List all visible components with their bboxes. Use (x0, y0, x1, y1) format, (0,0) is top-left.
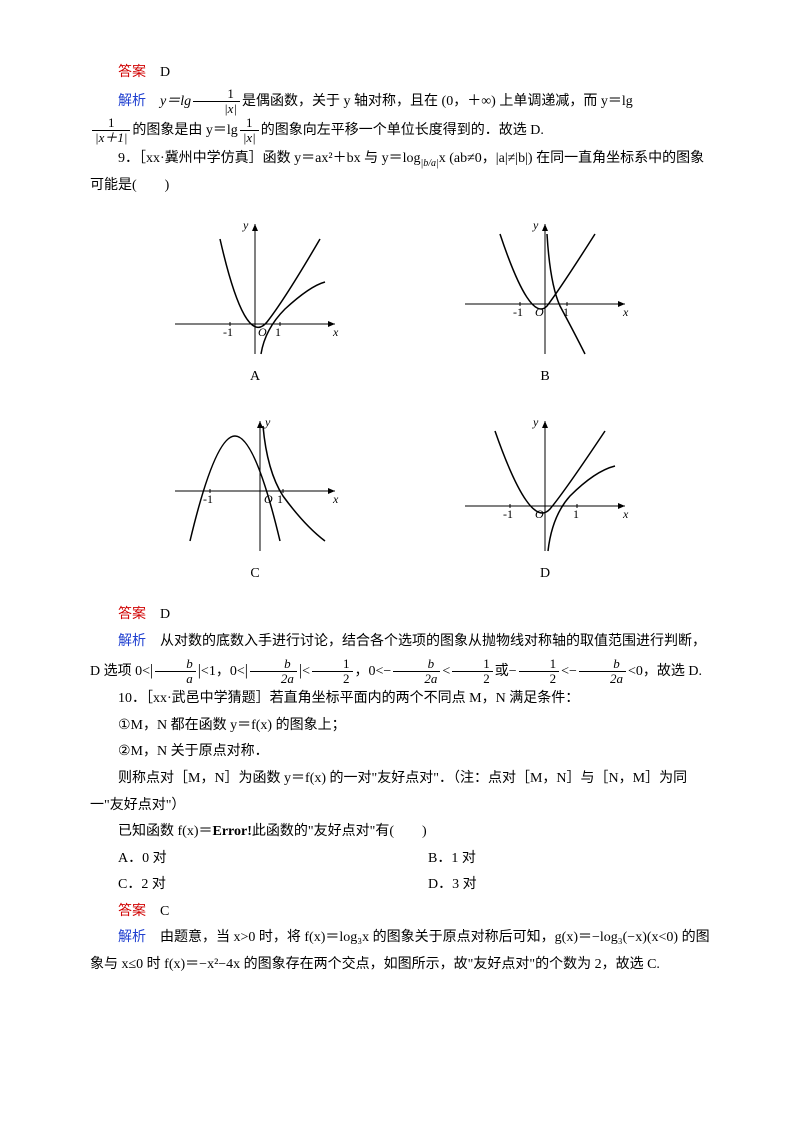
fig-B: x y O -1 1 B (420, 214, 670, 391)
analysis-label: 解析 (118, 930, 146, 945)
f5: 12 (452, 657, 493, 687)
frac-2: 1|x＋1| (92, 116, 130, 146)
q10-text: 10．［xx·武邑中学猜题］若直角坐标平面内的两个不同点 M，N 满足条件： (90, 686, 710, 713)
analysis-label: 解析 (118, 634, 146, 649)
block1-answer: 答案 D (90, 60, 710, 87)
answer-value: D (160, 607, 170, 622)
fig-A: x y O -1 1 A (130, 214, 380, 391)
f3: 12 (312, 657, 353, 687)
svg-text:x: x (622, 305, 629, 319)
q10-c3: 则称点对［M，N］为函数 y＝f(x) 的一对"友好点对"．（注：点对［M，N］… (90, 766, 710, 819)
fig-D: x y O -1 1 D (420, 411, 670, 588)
f6: 12 (519, 657, 560, 687)
q10-analysis: 解析 由题意，当 x>0 时，将 f(x)＝log₃x 的图象关于原点对称后可知… (90, 925, 710, 978)
q10-answer: 答案 C (90, 899, 710, 926)
opt-A: A．0 对 (90, 846, 400, 873)
svg-text:O: O (535, 507, 544, 521)
analysis-mid: 是偶函数，关于 y 轴对称，且在 (0，＋∞) 上单调递减，而 y＝lg (242, 94, 633, 109)
answer-label: 答案 (118, 65, 146, 80)
f2: b2a (250, 657, 297, 687)
q10-c1: ①M，N 都在函数 y＝f(x) 的图象上； (90, 713, 710, 740)
frac-3: 1|x| (240, 116, 259, 146)
svg-text:-1: -1 (503, 507, 513, 521)
frac-1: 1|x| (193, 87, 240, 117)
svg-text:y: y (264, 415, 271, 429)
q9-analysis-1: 解析 从对数的底数入手进行讨论，结合各个选项的图象从抛物线对称轴的取值范围进行判… (90, 629, 710, 686)
svg-text:y: y (242, 218, 249, 232)
analysis-pre: y＝lg (160, 94, 191, 109)
opt-C: C．2 对 (90, 872, 400, 899)
svg-text:x: x (332, 325, 339, 339)
opt-D: D．3 对 (400, 872, 710, 899)
q9-text: 9．［xx·冀州中学仿真］函数 y＝ax²＋bx 与 y＝log|b/a|x (… (90, 146, 710, 199)
q9-subscript: |b/a| (420, 158, 438, 169)
svg-text:y: y (532, 415, 539, 429)
q9-answer: 答案 D (90, 602, 710, 629)
analysis-3: 的图象向左平移一个单位长度得到的．故选 D. (261, 123, 544, 138)
svg-text:y: y (532, 218, 539, 232)
svg-text:1: 1 (573, 507, 579, 521)
fig-A-label: A (130, 364, 380, 391)
fig-C: x y O -1 1 C (130, 411, 380, 588)
answer-label: 答案 (118, 904, 146, 919)
fig-B-label: B (420, 364, 670, 391)
fig-D-label: D (420, 561, 670, 588)
svg-text:-1: -1 (223, 325, 233, 339)
answer-value: D (160, 65, 170, 80)
f7: b2a (579, 657, 626, 687)
q9-figures: x y O -1 1 A x y O -1 1 B x y O -1 1 C x… (130, 214, 670, 587)
block1-analysis-line2: 1|x＋1|的图象是由 y＝lg1|x|的图象向左平移一个单位长度得到的．故选 … (90, 116, 710, 146)
svg-text:x: x (622, 507, 629, 521)
f1: ba (155, 657, 196, 687)
f4: b2a (393, 657, 440, 687)
analysis-label: 解析 (118, 94, 146, 109)
svg-text:1: 1 (275, 325, 281, 339)
q10-c2: ②M，N 关于原点对称． (90, 739, 710, 766)
analysis-2: 的图象是由 y＝lg (132, 123, 237, 138)
answer-label: 答案 (118, 607, 146, 622)
fig-C-label: C (130, 561, 380, 588)
answer-value: C (160, 904, 169, 919)
block1-analysis: 解析 y＝lg1|x|是偶函数，关于 y 轴对称，且在 (0，＋∞) 上单调递减… (90, 87, 710, 117)
q10-c4: 已知函数 f(x)＝Error!此函数的"友好点对"有( ) (90, 819, 710, 846)
svg-text:-1: -1 (513, 305, 523, 319)
error-text: Error! (213, 824, 252, 839)
svg-text:-1: -1 (203, 492, 213, 506)
opt-B: B．1 对 (400, 846, 710, 873)
q10-options: A．0 对 B．1 对 C．2 对 D．3 对 (90, 846, 710, 899)
svg-text:x: x (332, 492, 339, 506)
